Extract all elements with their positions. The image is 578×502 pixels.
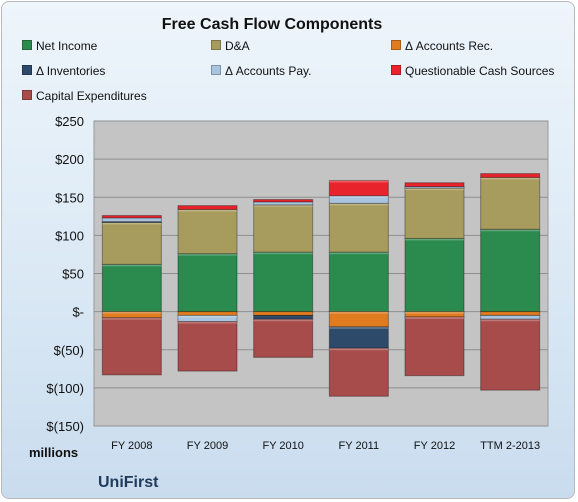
bar-segment	[177, 321, 238, 372]
y-tick-label: $150	[55, 190, 84, 205]
bar-segment	[253, 311, 314, 316]
bar-highlight	[404, 316, 465, 319]
y-tick-label: $(150)	[46, 419, 84, 434]
legend-swatch	[391, 65, 401, 75]
bar-highlight	[480, 319, 540, 322]
bar-segment	[480, 228, 541, 313]
bar-highlight	[253, 204, 313, 207]
bar-segment	[404, 182, 465, 188]
bar-highlight	[404, 311, 465, 314]
bar-highlight	[102, 311, 162, 314]
bar-highlight	[177, 209, 238, 212]
legend-label: Δ Inventories	[36, 64, 106, 78]
legend-label: Capital Expenditures	[36, 89, 147, 103]
bar-segment	[404, 187, 465, 239]
legend-swatch	[22, 65, 32, 75]
bar-segment	[253, 251, 314, 313]
bar-highlight	[404, 238, 465, 241]
bar-highlight	[177, 315, 238, 318]
y-tick-label: $200	[55, 152, 84, 167]
bar-segment	[328, 251, 389, 313]
bar-segment	[253, 204, 314, 253]
bar-segment	[101, 263, 162, 313]
y-tick-label: $-	[72, 305, 84, 320]
legend-label: Δ Accounts Pay.	[225, 64, 312, 78]
unit-label: millions	[29, 445, 79, 460]
x-tick-label: FY 2011	[339, 440, 380, 452]
x-tick-label: FY 2008	[111, 440, 152, 452]
bar-segment	[480, 176, 541, 230]
bar-segment	[177, 208, 238, 255]
y-tick-label: $50	[62, 267, 84, 282]
bar-highlight	[102, 222, 162, 225]
bar-highlight	[329, 195, 389, 198]
bar-segment	[253, 314, 314, 320]
bar-segment	[328, 179, 389, 197]
bar-highlight	[102, 264, 162, 267]
bar-segment	[101, 215, 162, 219]
legend-swatch	[211, 65, 221, 75]
legend-item: Questionable Cash Sources	[391, 64, 554, 78]
y-tick-label: $250	[55, 114, 84, 129]
bar-highlight	[329, 348, 389, 351]
bar-segment	[101, 221, 162, 265]
legend-item: D&A	[211, 39, 250, 53]
chart-title: Free Cash Flow Components	[161, 16, 383, 33]
bar-segment	[253, 199, 314, 203]
plot-area: $250 $200 $150 $100 $50 $- $(50) $(100) $(150) FY…	[46, 114, 549, 452]
legend-item: Net Income	[22, 39, 97, 53]
legend-item: Capital Expenditures	[22, 89, 147, 103]
bar-highlight	[404, 188, 465, 191]
company-name: UniFirst	[98, 474, 159, 491]
bar-segment	[404, 237, 465, 313]
bar-segment	[177, 253, 238, 313]
bar-segment	[328, 347, 389, 397]
x-tick-label: FY 2010	[262, 440, 303, 452]
bar-highlight	[102, 317, 162, 320]
bar-highlight	[480, 229, 540, 232]
y-tick-label: $(50)	[54, 343, 84, 358]
bar-segment	[177, 311, 238, 316]
legend-label: D&A	[225, 39, 250, 53]
bar-highlight	[329, 311, 389, 314]
bar-segment	[328, 202, 389, 253]
bar-segment	[404, 316, 465, 377]
bar-highlight	[480, 177, 540, 180]
x-tick-label: FY 2009	[187, 440, 228, 452]
legend-item: Δ Accounts Pay.	[211, 64, 312, 78]
y-tick-label: $(100)	[46, 381, 84, 396]
bar-segment	[101, 317, 162, 376]
bar-segment	[480, 314, 541, 320]
bar-segment	[177, 205, 238, 210]
legend-label: Questionable Cash Sources	[405, 64, 555, 78]
bar-highlight	[329, 252, 389, 255]
bar-highlight	[329, 203, 389, 206]
legend-swatch	[22, 40, 32, 50]
legend-swatch	[211, 40, 221, 50]
x-tick-label: FY 2012	[414, 440, 455, 452]
bar-highlight	[329, 180, 389, 183]
bar-segment	[328, 311, 389, 328]
legend-item: Δ Inventories	[22, 64, 105, 78]
bar-segment	[480, 311, 541, 316]
legend-swatch	[391, 40, 401, 50]
legend-label: Net Income	[36, 39, 98, 53]
bar-highlight	[177, 321, 238, 324]
bar-highlight	[329, 326, 389, 329]
legend-swatch	[22, 90, 32, 100]
y-tick-label: $100	[55, 228, 84, 243]
bar-highlight	[177, 253, 238, 256]
bar-segment	[480, 318, 541, 391]
x-tick-label: TTM 2-2013	[480, 440, 540, 452]
bar-highlight	[253, 252, 313, 255]
legend-item: Δ Accounts Rec.	[391, 39, 493, 53]
legend-label: Δ Accounts Rec.	[405, 39, 494, 53]
bar-segment	[101, 217, 162, 223]
bar-segment	[253, 318, 314, 358]
bar-highlight	[253, 319, 313, 322]
bar-segment	[328, 326, 389, 349]
bar-segment	[480, 173, 541, 178]
